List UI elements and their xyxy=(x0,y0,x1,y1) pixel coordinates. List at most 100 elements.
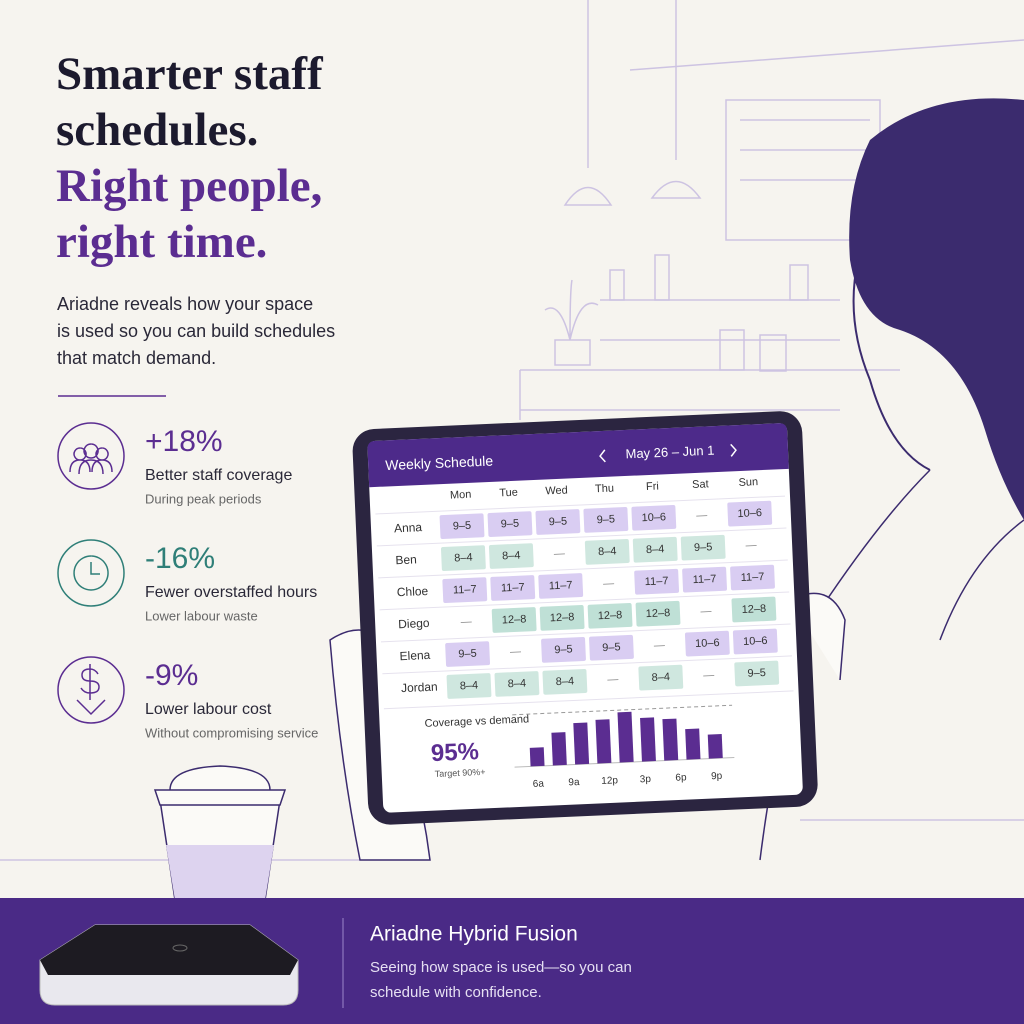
shift-time: 8–4 xyxy=(502,550,521,563)
shift-cell xyxy=(732,628,778,655)
shift-cell xyxy=(731,596,777,623)
employee-name: Diego xyxy=(398,616,430,631)
bar xyxy=(595,719,612,764)
stat-icon xyxy=(57,539,125,607)
shift-cell xyxy=(680,534,726,561)
off-day: — xyxy=(700,605,712,617)
shift-cell xyxy=(730,564,775,591)
shift-cell xyxy=(634,568,680,595)
shift-cell xyxy=(631,504,677,531)
shift-time: 11–7 xyxy=(740,571,764,584)
day-label: Sun xyxy=(738,476,758,489)
day-label: Thu xyxy=(595,482,614,495)
shift-cell xyxy=(446,673,492,699)
shift-cell xyxy=(490,575,536,601)
shift-cell xyxy=(538,573,584,599)
stat-note: Lower labour waste xyxy=(145,608,258,623)
row-line xyxy=(379,591,790,611)
off-day: — xyxy=(607,673,619,685)
shift-cell xyxy=(682,566,727,593)
tablet: Weekly Schedule May 26 – Jun 1 Coverage … xyxy=(352,411,818,825)
intro-line: that match demand. xyxy=(57,348,216,368)
coverage-value: 95% xyxy=(430,738,479,767)
date-range: May 26 – Jun 1 xyxy=(625,443,714,462)
shift-time: 12–8 xyxy=(502,613,527,626)
off-day: — xyxy=(554,548,566,560)
stat-icon-glyph xyxy=(69,443,113,475)
shift-time: 11–7 xyxy=(692,573,716,586)
shift-cell xyxy=(638,664,684,691)
coffee-cup xyxy=(153,765,287,901)
shift-cell xyxy=(635,600,681,627)
headline-line: schedules. xyxy=(56,104,258,156)
stat-label: Better staff coverage xyxy=(145,467,292,484)
nav-arrows[interactable] xyxy=(599,443,737,463)
stat-icon xyxy=(57,656,125,724)
stat-value: +18% xyxy=(145,425,223,458)
chart-title: Coverage vs demand xyxy=(424,713,529,730)
off-day: — xyxy=(696,509,708,521)
shift-time: 11–7 xyxy=(645,575,669,588)
shift-time: 9–5 xyxy=(548,516,567,529)
row-line xyxy=(383,690,794,710)
shift-cell xyxy=(494,671,540,697)
off-day: — xyxy=(745,539,757,551)
device xyxy=(39,924,299,1006)
headline-line: Smarter staff xyxy=(56,48,324,100)
shift-time: 11–7 xyxy=(549,579,573,592)
day-label: Sat xyxy=(692,478,709,491)
employee-name: Chloe xyxy=(397,584,429,599)
intro-line: Ariadne reveals how your space xyxy=(57,294,313,314)
shift-cell xyxy=(684,630,730,657)
stat-icon-glyph xyxy=(76,664,106,716)
shift-time: 11–7 xyxy=(501,581,525,594)
background-sketch xyxy=(0,0,1024,861)
stat-note: During peak periods xyxy=(145,491,262,506)
stat-icon-glyph xyxy=(73,555,109,591)
day-label: Fri xyxy=(646,480,659,493)
footer-text: Seeing how space is used—so you can xyxy=(370,959,632,976)
shift-cell xyxy=(542,668,588,695)
x-tick-label: 9a xyxy=(568,777,580,788)
target-line xyxy=(512,704,733,716)
bar xyxy=(662,718,679,761)
employee-name: Jordan xyxy=(401,680,438,696)
shift-cell xyxy=(583,507,629,533)
employee-name: Anna xyxy=(394,520,423,535)
shift-time: 12–8 xyxy=(646,607,671,620)
shift-time: 9–5 xyxy=(501,518,520,531)
stat-icon xyxy=(57,422,125,490)
shift-time: 11–7 xyxy=(453,584,477,597)
x-tick-label: 12p xyxy=(601,775,619,787)
shift-cell xyxy=(584,539,630,565)
shift-cell xyxy=(539,605,585,631)
shift-cell xyxy=(727,500,773,527)
shift-cell xyxy=(541,637,586,663)
schedule-title: Weekly Schedule xyxy=(385,452,494,473)
bar xyxy=(685,728,701,760)
off-day: — xyxy=(654,639,666,651)
shift-cell xyxy=(488,543,534,569)
off-day: — xyxy=(510,646,522,658)
shift-time: 9–5 xyxy=(458,648,477,661)
day-label: Tue xyxy=(499,487,518,500)
stat-label: Lower labour cost xyxy=(145,701,272,718)
employee-name: Elena xyxy=(399,648,431,663)
stat-label: Fewer overstaffed hours xyxy=(145,584,317,601)
headline-line: Right people, xyxy=(56,160,322,212)
shift-time: 8–4 xyxy=(651,671,670,684)
stat-value: -16% xyxy=(145,542,215,575)
shift-time: 9–5 xyxy=(694,541,713,554)
shift-time: 10–6 xyxy=(641,511,666,524)
stat-value: -9% xyxy=(145,659,198,692)
coverage-target: Target 90%+ xyxy=(435,767,486,779)
shift-cell xyxy=(632,536,678,563)
shift-cell xyxy=(734,660,780,687)
shift-time: 9–5 xyxy=(453,520,472,533)
shift-time: 9–5 xyxy=(554,643,573,656)
shift-time: 9–5 xyxy=(596,513,615,526)
shift-time: 9–5 xyxy=(602,641,621,654)
shift-time: 8–4 xyxy=(555,675,574,688)
